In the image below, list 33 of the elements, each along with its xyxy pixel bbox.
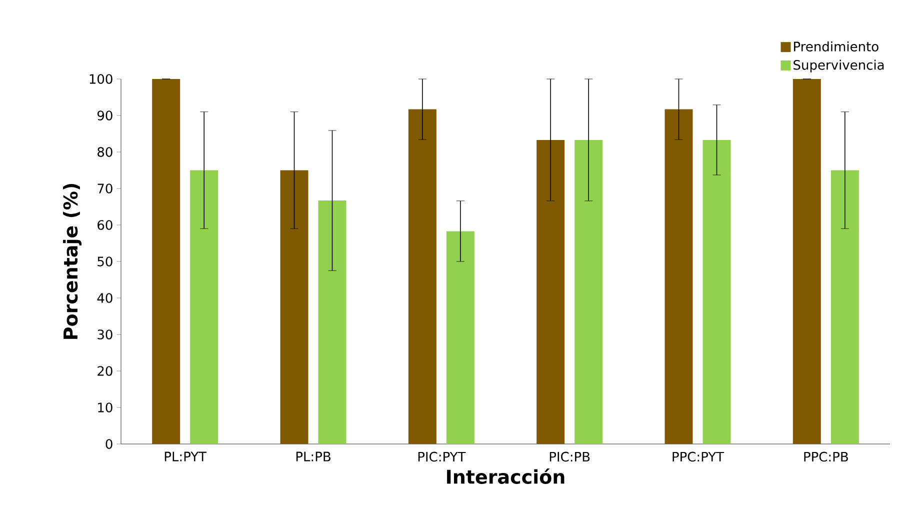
y-tick-label: 70 [98, 184, 112, 194]
x-tick-label: PPC:PYT [672, 452, 724, 462]
y-tick-label: 20 [98, 366, 112, 376]
bar [152, 78, 180, 444]
x-tick-label: PIC:PYT [418, 452, 466, 462]
x-tick-label: PPC:PB [804, 452, 848, 462]
bar [702, 140, 731, 444]
bar [664, 109, 693, 444]
x-tick-label: PIC:PB [550, 452, 590, 462]
x-tick-label: PL:PYT [164, 452, 207, 462]
y-tick-label: 60 [98, 220, 112, 230]
bar [574, 140, 603, 444]
bar [408, 109, 436, 444]
y-tick-label: 0 [106, 439, 112, 449]
y-tick-label: 10 [98, 402, 112, 412]
x-axis-title: Interacción [447, 468, 564, 484]
y-tick-label: 30 [98, 330, 112, 340]
bar [280, 170, 308, 444]
bar [792, 78, 821, 444]
x-tick-label: PL:PB [296, 452, 330, 462]
bar [190, 170, 218, 444]
bar [446, 231, 474, 444]
y-tick-label: 40 [97, 293, 112, 303]
legend-label: Prendimiento [794, 41, 878, 52]
legend-label: Supervivencia [794, 60, 884, 72]
bar [536, 140, 565, 444]
bar [830, 170, 859, 444]
y-tick-label: 100 [90, 74, 112, 84]
y-tick-label: 80 [98, 147, 112, 157]
y-axis-title: Porcentaje (%) [63, 184, 82, 339]
bar [318, 200, 346, 444]
y-tick-label: 50 [98, 256, 112, 266]
y-tick-label: 90 [97, 110, 112, 120]
